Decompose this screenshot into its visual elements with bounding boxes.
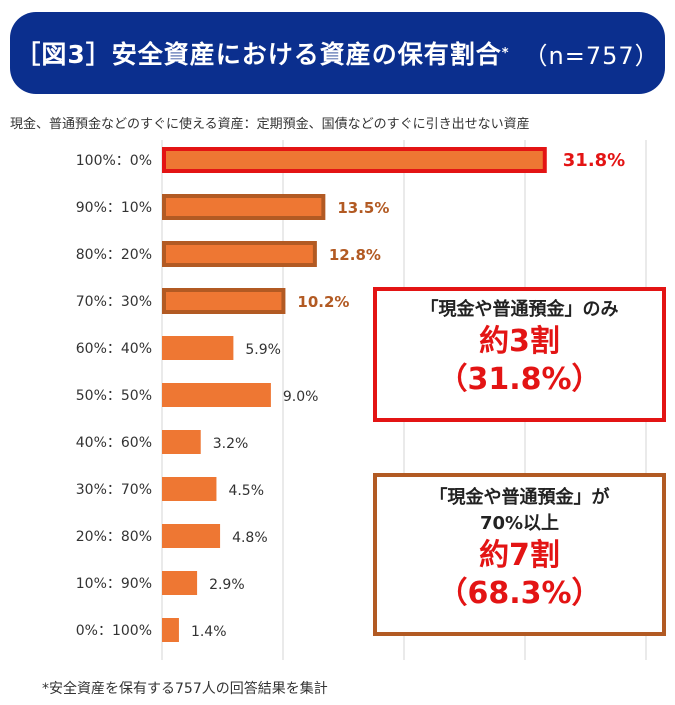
value-label-5: 9.0%	[283, 389, 319, 405]
category-label-6: 40%：60%	[76, 435, 152, 451]
callout-cash-70-label1: 「現金や普通預金」が	[429, 487, 610, 508]
bar-0	[162, 147, 547, 173]
category-label-7: 30%：70%	[76, 482, 152, 498]
title-banner: ［図3］安全資産における資産の保有割合 * （n=757）	[10, 12, 665, 94]
callout-cash-only-percent: （31.8%）	[437, 362, 602, 397]
value-label-2: 12.8%	[329, 246, 381, 264]
callout-cash-70-plus: 「現金や普通預金」が 70%以上 約7割 （68.3%）	[373, 473, 666, 636]
bar-7	[162, 477, 217, 501]
chart-title: ［図3］安全資産における資産の保有割合	[15, 40, 502, 69]
bar-4	[162, 336, 234, 360]
category-label-3: 70%：30%	[76, 294, 152, 310]
category-label-4: 60%：40%	[76, 341, 152, 357]
category-label-5: 50%：50%	[76, 388, 152, 404]
chart-subtitle: 現金、普通預金などのすぐに使える資産：定期預金、国債などのすぐに引き出せない資産	[10, 117, 530, 132]
footnote: *安全資産を保有する757人の回答結果を集計	[42, 681, 328, 697]
category-label-2: 80%：20%	[76, 247, 152, 263]
bar-9	[162, 571, 198, 595]
callout-cash-only: 「現金や普通預金」のみ 約3割 （31.8%）	[373, 287, 666, 422]
category-label-8: 20%：80%	[76, 529, 152, 545]
bar-8	[162, 524, 221, 548]
callout-cash-only-approx: 約3割	[479, 324, 560, 359]
callout-cash-only-label: 「現金や普通預金」のみ	[420, 299, 619, 320]
title-asterisk: *	[501, 45, 510, 61]
bar-10	[162, 618, 179, 642]
value-label-1: 13.5%	[337, 199, 389, 217]
bar-2	[162, 241, 317, 267]
value-label-10: 1.4%	[191, 624, 227, 640]
callout-cash-70-percent: （68.3%）	[437, 576, 602, 611]
sample-size: （n=757）	[523, 41, 660, 70]
callout-cash-70-approx: 約7割	[479, 538, 560, 573]
value-label-3: 10.2%	[297, 293, 349, 311]
value-label-7: 4.5%	[228, 483, 264, 499]
category-label-10: 0%：100%	[76, 623, 152, 639]
bar-1	[162, 194, 326, 220]
value-label-4: 5.9%	[245, 342, 281, 358]
value-label-8: 4.8%	[232, 530, 268, 546]
bar-3	[162, 288, 286, 314]
category-label-9: 10%：90%	[76, 576, 152, 592]
bar-5	[162, 383, 271, 407]
value-label-9: 2.9%	[209, 577, 245, 593]
value-label-6: 3.2%	[213, 436, 249, 452]
bar-6	[162, 430, 201, 454]
category-label-0: 100%：0%	[76, 153, 152, 169]
category-label-1: 90%：10%	[76, 200, 152, 216]
callout-cash-70-label2: 70%以上	[479, 513, 560, 534]
value-label-0: 31.8%	[563, 150, 625, 171]
